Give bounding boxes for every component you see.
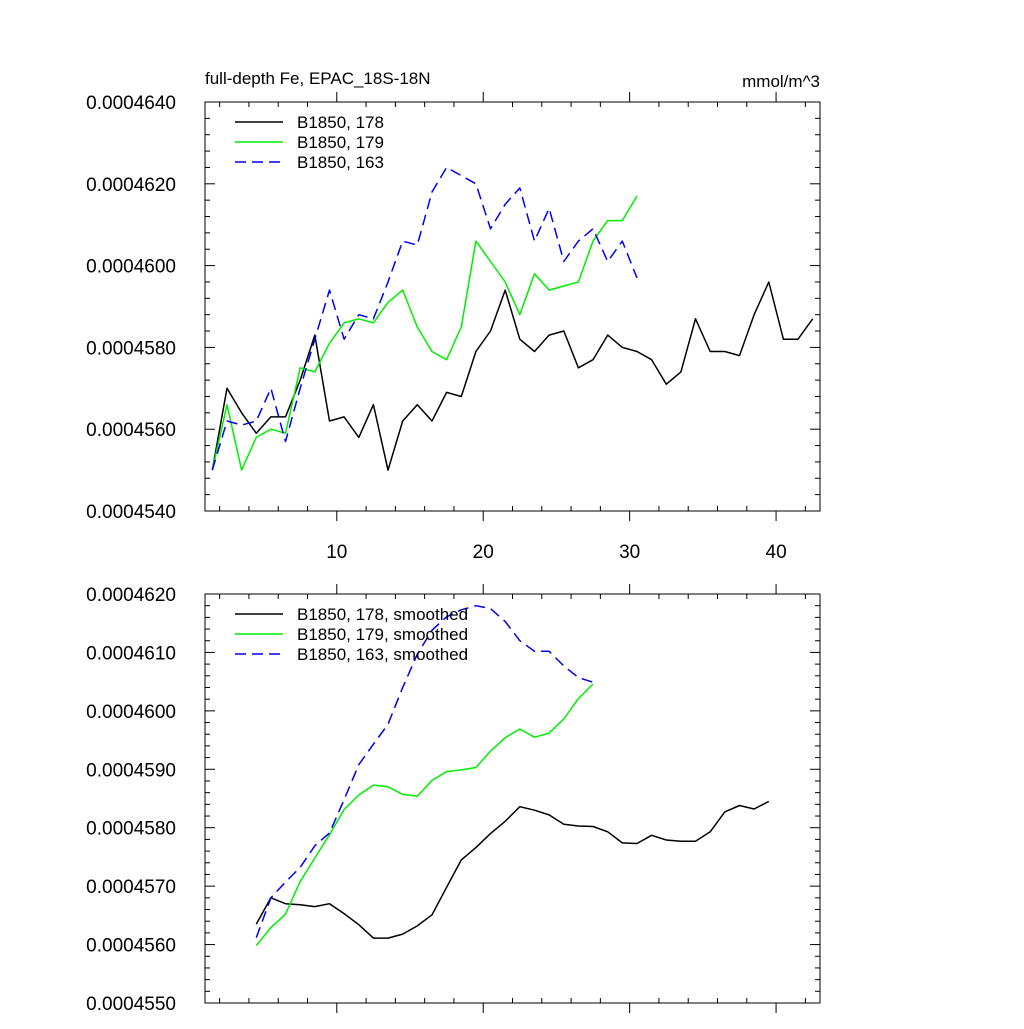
legend-label: B1850, 179 (297, 133, 384, 152)
y-tick-label: 0.0004600 (86, 257, 176, 278)
y-tick-label: 0.0004550 (86, 994, 176, 1015)
top-x-tick-labels: 10 20 30 40 (326, 542, 786, 563)
top-series-lines (211, 166, 814, 471)
series-line (211, 195, 638, 471)
top-chart-units: mmol/m^3 (742, 72, 820, 91)
y-tick-label: 0.0004570 (86, 877, 176, 898)
y-tick-label: 0.0004600 (86, 702, 176, 723)
y-tick-label: 0.0004560 (86, 420, 176, 441)
top-chart-panel: full-depth Fe, EPAC_18S-18N mmol/m^3 0.0… (86, 69, 821, 563)
bottom-series-lines (255, 604, 770, 947)
top-axis-ticks (205, 92, 820, 521)
bottom-axis-ticks (205, 584, 820, 1013)
bottom-y-tick-labels: 0.0004550 0.0004560 0.0004570 0.0004580 0.00… (86, 585, 176, 1015)
series-line (255, 800, 770, 939)
y-tick-label: 0.0004620 (86, 585, 176, 606)
x-tick-label: 20 (473, 542, 494, 563)
series-line (255, 604, 594, 938)
series-line (211, 281, 814, 471)
x-tick-label: 40 (766, 542, 787, 563)
top-chart-title: full-depth Fe, EPAC_18S-18N (205, 69, 431, 88)
y-tick-label: 0.0004590 (86, 760, 176, 781)
y-tick-label: 0.0004560 (86, 936, 176, 957)
y-tick-label: 0.0004610 (86, 643, 176, 664)
legend-label: B1850, 178, smoothed (297, 605, 468, 624)
top-y-tick-labels: 0.0004540 0.0004560 0.0004580 0.0004600 0.00… (86, 93, 176, 523)
legend-label: B1850, 178 (297, 113, 384, 132)
legend-label: B1850, 179, smoothed (297, 625, 468, 644)
series-line (255, 683, 594, 947)
y-tick-label: 0.0004580 (86, 819, 176, 840)
bottom-chart-panel: 0.0004550 0.0004560 0.0004570 0.0004580 0.00… (86, 584, 821, 1015)
y-tick-label: 0.0004580 (86, 338, 176, 359)
x-tick-label: 10 (326, 542, 347, 563)
x-tick-label: 30 (619, 542, 640, 563)
legend-label: B1850, 163 (297, 153, 384, 172)
series-line (211, 166, 638, 471)
legend-label: B1850, 163, smoothed (297, 645, 468, 664)
y-tick-label: 0.0004620 (86, 175, 176, 196)
y-tick-label: 0.0004640 (86, 93, 176, 114)
y-tick-label: 0.0004540 (86, 502, 176, 523)
